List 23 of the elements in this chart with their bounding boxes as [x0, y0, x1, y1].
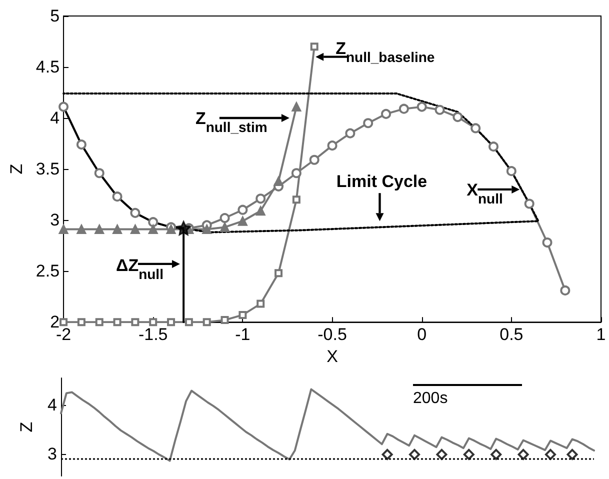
x-tick-label: 0.5 — [500, 325, 524, 344]
y-tick-label: 4 — [48, 395, 57, 414]
y-tick-label: 3.5 — [36, 160, 60, 179]
x-axis-title: X — [326, 347, 338, 366]
y-axis-title: Z — [17, 422, 36, 432]
annotation: 200s — [413, 390, 448, 407]
x-tick-label: 0 — [417, 325, 427, 344]
y-tick-label: 3 — [50, 210, 60, 230]
x-tick-label: -0.5 — [318, 325, 347, 344]
x-tick-label: -1 — [235, 325, 250, 344]
x-tick-label: 1 — [596, 325, 606, 344]
y-tick-label: 3 — [48, 444, 57, 464]
y-tick-label: 4.5 — [36, 58, 60, 77]
annotation: Limit Cycle — [336, 172, 428, 192]
annotation: X$_{null}$ — [466, 180, 503, 206]
y-tick-label: 2.5 — [36, 262, 60, 281]
y-axis-title: Z — [7, 164, 26, 174]
y-tick-label: 5 — [50, 6, 60, 26]
annotation: Z$_{null_stim}$ — [195, 109, 268, 135]
x-tick-label: -1.5 — [138, 325, 168, 344]
y-tick-label: 4 — [50, 108, 60, 128]
annotation: ΔZ$_{null}$ — [116, 256, 164, 282]
annotation: Z$_{null_baseline}$ — [336, 38, 435, 64]
